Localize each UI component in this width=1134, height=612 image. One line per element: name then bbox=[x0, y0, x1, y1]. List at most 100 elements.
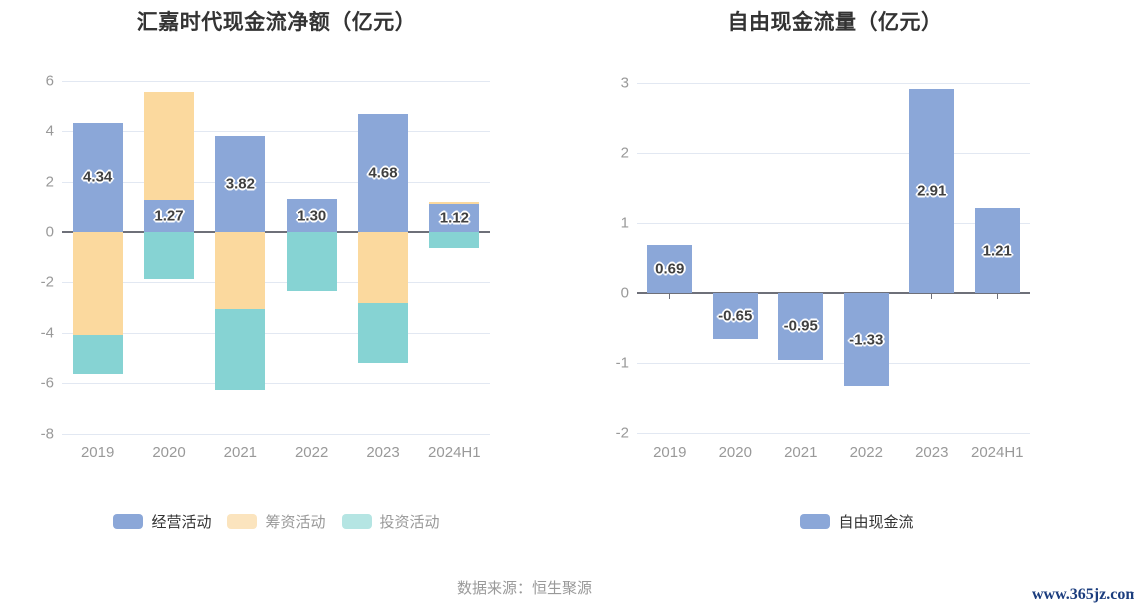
bar-segment bbox=[429, 201, 480, 204]
grid-line bbox=[62, 282, 490, 283]
bar-segment bbox=[429, 203, 480, 232]
y-axis-label: -6 bbox=[40, 374, 54, 392]
grid-line bbox=[62, 131, 490, 132]
y-axis-label: -4 bbox=[40, 324, 54, 342]
bar-value-label: -0.65 bbox=[718, 307, 753, 325]
y-axis-label: 0 bbox=[620, 284, 629, 302]
bar-segment bbox=[72, 334, 123, 375]
y-axis-label: 6 bbox=[45, 72, 54, 90]
y-axis-label: 2 bbox=[620, 144, 629, 162]
bar-value-label: 2.91 bbox=[917, 182, 947, 200]
legend-swatch bbox=[113, 513, 144, 529]
bar-segment bbox=[778, 293, 824, 360]
bar-value-label: -1.33 bbox=[849, 331, 884, 349]
grid-line bbox=[62, 333, 490, 334]
legend-label: 自由现金流 bbox=[838, 513, 914, 531]
x-axis-label: 2019 bbox=[653, 444, 687, 461]
x-axis-label: 2024H1 bbox=[428, 444, 481, 461]
legend-item: 自由现金流 bbox=[800, 511, 914, 532]
bar-segment bbox=[144, 92, 194, 200]
grid-line bbox=[637, 363, 1030, 364]
bar-segment bbox=[358, 232, 408, 303]
x-axis-line bbox=[62, 231, 490, 233]
x-axis-label: 2022 bbox=[294, 444, 329, 461]
x-axis-label: 2023 bbox=[915, 444, 949, 461]
bar-segment bbox=[144, 232, 194, 279]
data-source-text: 数据来源：恒生聚源 bbox=[457, 580, 593, 597]
legend-item: 经营活动 bbox=[113, 511, 211, 532]
bar-segment bbox=[286, 199, 337, 232]
y-axis-label: 0 bbox=[45, 223, 54, 241]
bar-segment bbox=[843, 293, 889, 387]
axis-tick bbox=[931, 294, 933, 299]
bar-segment bbox=[358, 302, 408, 363]
y-axis-label: -2 bbox=[615, 424, 629, 442]
bar-value-label: 1.30 bbox=[297, 207, 327, 225]
y-axis-label: -1 bbox=[615, 354, 629, 372]
legend-label: 筹资活动 bbox=[265, 513, 326, 531]
legend-label: 投资活动 bbox=[379, 513, 440, 531]
bar-segment bbox=[215, 308, 266, 390]
bar-segment bbox=[974, 208, 1020, 293]
bar-segment bbox=[429, 232, 480, 248]
grid-line bbox=[62, 81, 490, 82]
bar-value-label: 4.34 bbox=[83, 168, 113, 186]
bar-segment bbox=[286, 232, 337, 292]
site-watermark: www.365jz.com bbox=[1032, 586, 1134, 603]
grid-line bbox=[637, 83, 1030, 84]
x-axis-label: 2021 bbox=[784, 444, 818, 461]
bar-value-label: 1.12 bbox=[439, 209, 469, 227]
bar-value-label: 3.82 bbox=[225, 175, 255, 193]
bar-segment bbox=[72, 232, 123, 335]
axis-tick bbox=[669, 294, 671, 299]
legend-swatch bbox=[800, 513, 831, 529]
y-axis-label: 4 bbox=[45, 122, 54, 140]
x-axis-label: 2024H1 bbox=[970, 444, 1024, 461]
x-axis-label: 2020 bbox=[152, 444, 186, 461]
grid-line bbox=[637, 153, 1030, 154]
bar-segment bbox=[215, 232, 266, 309]
legend: 经营活动 筹资活动 投资活动 bbox=[0, 511, 553, 531]
bar-value-label: -0.95 bbox=[783, 317, 818, 335]
legend-swatch bbox=[341, 513, 372, 529]
x-axis-label: 2019 bbox=[80, 444, 115, 461]
legend-label: 经营活动 bbox=[151, 513, 212, 531]
legend-item: 投资活动 bbox=[341, 511, 440, 532]
axis-tick bbox=[996, 294, 998, 299]
bar-value-label: 1.27 bbox=[154, 207, 184, 225]
bar-value-label: 0.69 bbox=[655, 260, 685, 278]
legend-swatch bbox=[227, 513, 258, 529]
x-axis-label: 2020 bbox=[718, 444, 752, 461]
bar-segment bbox=[358, 114, 408, 232]
y-axis-label: -2 bbox=[40, 273, 54, 291]
bar-segment bbox=[712, 293, 758, 339]
bar-value-label: 4.68 bbox=[368, 164, 398, 182]
x-axis-line bbox=[637, 292, 1030, 294]
chart-title: 自由现金流量（亿元） bbox=[727, 11, 943, 34]
bar-segment bbox=[144, 199, 194, 232]
bar-segment bbox=[72, 122, 123, 232]
grid-line bbox=[637, 223, 1030, 224]
grid-line bbox=[62, 434, 490, 435]
x-axis-label: 2021 bbox=[223, 444, 258, 461]
y-axis-label: -8 bbox=[40, 425, 54, 443]
bar-segment bbox=[215, 135, 266, 232]
bar-segment bbox=[909, 89, 955, 293]
y-axis-label: 1 bbox=[620, 214, 629, 232]
grid-line bbox=[62, 182, 490, 183]
chart-title: 汇嘉时代现金流净额（亿元） bbox=[136, 11, 417, 34]
bar-value-label: 1.21 bbox=[982, 242, 1012, 260]
x-axis-label: 2022 bbox=[849, 444, 883, 461]
y-axis-label: 2 bbox=[45, 173, 54, 191]
legend-item: 筹资活动 bbox=[227, 511, 326, 532]
x-axis-label: 2023 bbox=[366, 444, 400, 461]
y-axis-label: 3 bbox=[620, 74, 629, 92]
legend: 自由现金流 bbox=[637, 511, 1077, 531]
bar-segment bbox=[647, 244, 693, 293]
grid-line bbox=[637, 433, 1030, 434]
grid-line bbox=[62, 383, 490, 384]
